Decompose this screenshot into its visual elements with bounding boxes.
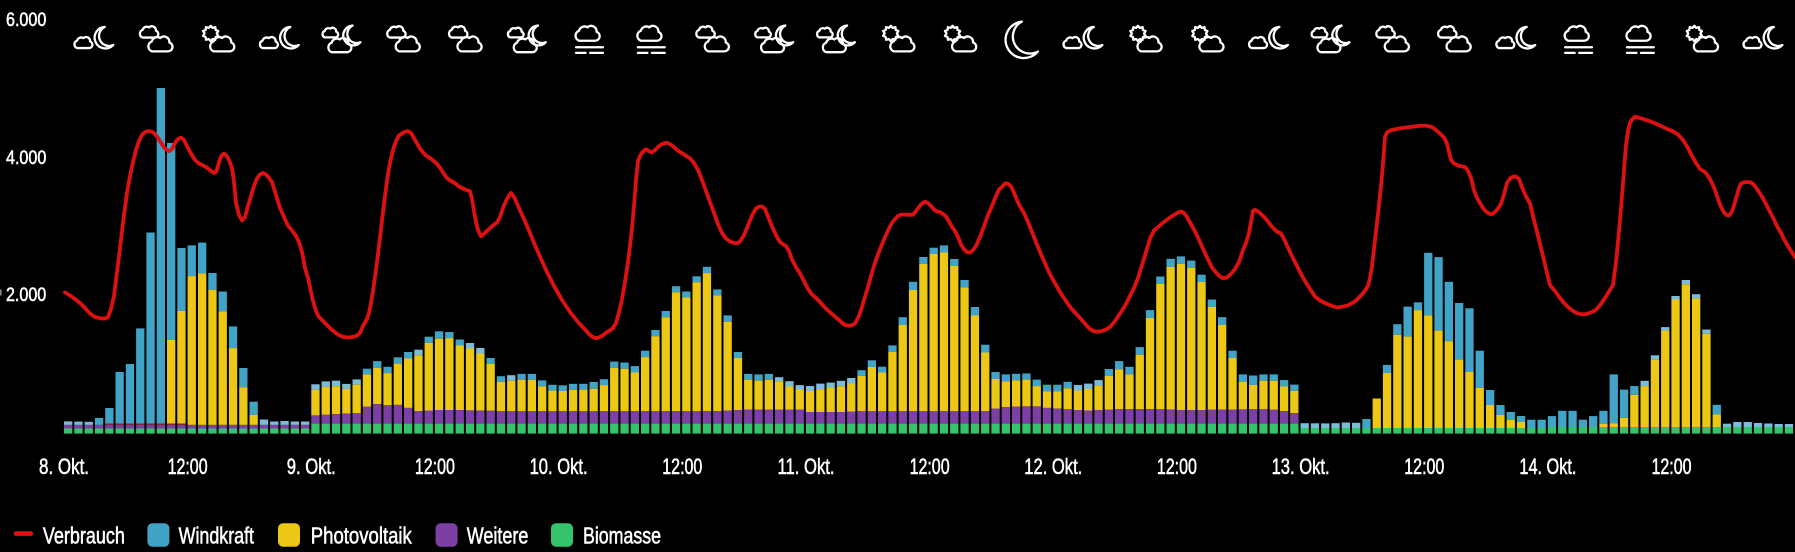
svg-text:12:00: 12:00 [1652,454,1692,479]
svg-text:11. Okt.: 11. Okt. [778,454,835,479]
svg-text:Verbrauch: Verbrauch [43,523,125,549]
svg-text:8. Okt.: 8. Okt. [39,454,89,479]
svg-text:10. Okt.: 10. Okt. [530,454,588,479]
svg-text:Windkraft: Windkraft [179,523,255,549]
svg-text:9. Okt.: 9. Okt. [287,454,336,479]
svg-text:12:00: 12:00 [1404,454,1444,479]
svg-text:12:00: 12:00 [1157,454,1197,479]
svg-text:12. Okt.: 12. Okt. [1024,454,1082,479]
svg-text:6.000: 6.000 [6,10,46,31]
svg-text:12:00: 12:00 [168,454,208,479]
svg-text:Weitere: Weitere [467,523,529,549]
svg-text:12:00: 12:00 [910,454,950,479]
svg-text:4.000: 4.000 [6,148,46,169]
svg-text:Biomasse: Biomasse [583,523,661,549]
svg-text:2.000: 2.000 [6,285,46,306]
svg-text:13. Okt.: 13. Okt. [1272,454,1330,479]
svg-text:Photovoltaik: Photovoltaik [311,523,412,549]
svg-text:12:00: 12:00 [662,454,702,479]
svg-text:12:00: 12:00 [415,454,455,479]
svg-text:14. Okt.: 14. Okt. [1519,454,1576,479]
